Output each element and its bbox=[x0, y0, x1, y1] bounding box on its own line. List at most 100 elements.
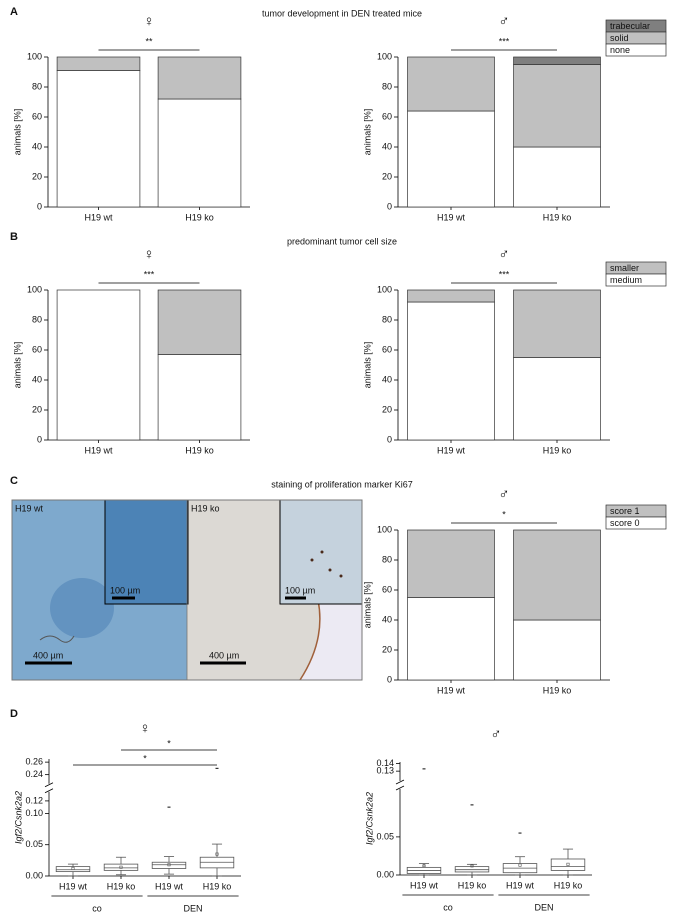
y-tick-label: 20 bbox=[382, 644, 392, 654]
y-tick-label: 100 bbox=[377, 524, 392, 534]
significance: *** bbox=[144, 269, 155, 279]
legend-label: score 0 bbox=[610, 518, 640, 528]
y-tick-label: 0.05 bbox=[25, 839, 43, 849]
bar-segment bbox=[513, 146, 601, 208]
y-tick-label: 0 bbox=[387, 201, 392, 211]
sex-symbol: ♀ bbox=[139, 720, 150, 737]
x-tick-label: H19 wt bbox=[84, 445, 113, 455]
legend-label: score 1 bbox=[610, 506, 640, 516]
mean bbox=[566, 862, 570, 866]
panel-letter: C bbox=[10, 475, 18, 487]
y-tick-label: 60 bbox=[32, 111, 42, 121]
y-tick-label: 0.10 bbox=[25, 808, 43, 818]
y-axis-label: animals [%] bbox=[362, 582, 372, 629]
y-tick-label: 40 bbox=[382, 614, 392, 624]
legend-swatch bbox=[605, 516, 667, 530]
sex-symbol: ♂ bbox=[498, 13, 509, 30]
y-tick-label: 0.13 bbox=[376, 766, 394, 776]
y-tick-label: 80 bbox=[382, 81, 392, 91]
y-tick-label: 80 bbox=[382, 554, 392, 564]
y-tick-label: 60 bbox=[382, 111, 392, 121]
bar-segment bbox=[56, 70, 141, 208]
axis-break bbox=[395, 779, 405, 785]
x-tick-label: H19 ko bbox=[543, 685, 572, 695]
scale-label: 400 µm bbox=[209, 650, 239, 660]
y-tick-label: 20 bbox=[382, 171, 392, 181]
y-tick-label: 100 bbox=[27, 284, 42, 294]
x-tick-label: H19 ko bbox=[554, 880, 583, 890]
y-tick-label: 40 bbox=[32, 141, 42, 151]
micrograph-label: H19 ko bbox=[191, 503, 220, 513]
y-tick-label: 20 bbox=[32, 404, 42, 414]
box bbox=[103, 863, 139, 871]
legend-swatch bbox=[605, 43, 667, 57]
panel-letter: B bbox=[10, 231, 18, 243]
group-label: DEN bbox=[183, 903, 202, 913]
y-tick-label: 80 bbox=[382, 314, 392, 324]
significance: *** bbox=[499, 269, 510, 279]
x-tick-label: H19 ko bbox=[185, 212, 214, 222]
y-tick-label: 60 bbox=[382, 584, 392, 594]
y-axis-label: animals [%] bbox=[362, 109, 372, 156]
bar-segment bbox=[407, 289, 495, 303]
bar-segment bbox=[157, 289, 242, 355]
mean bbox=[119, 865, 123, 869]
y-axis-label: animals [%] bbox=[12, 109, 22, 156]
y-tick-label: 0.05 bbox=[376, 831, 394, 841]
x-tick-label: H19 ko bbox=[107, 881, 136, 891]
mean bbox=[71, 866, 75, 870]
y-tick-label: 0 bbox=[387, 674, 392, 684]
bar-segment bbox=[513, 619, 601, 681]
y-tick-label: 60 bbox=[382, 344, 392, 354]
sex-symbol: ♂ bbox=[498, 486, 509, 503]
bar-segment bbox=[407, 529, 495, 598]
micrograph-label: H19 wt bbox=[15, 503, 44, 513]
bar-segment bbox=[407, 301, 495, 441]
y-tick-label: 40 bbox=[382, 374, 392, 384]
scale-label: 100 µm bbox=[285, 585, 315, 595]
x-tick-label: H19 wt bbox=[506, 880, 535, 890]
box bbox=[550, 858, 586, 871]
box bbox=[55, 866, 91, 873]
axis-break-gap bbox=[45, 783, 53, 792]
bar-segment bbox=[513, 357, 601, 441]
significance: * bbox=[167, 738, 171, 748]
bar-segment bbox=[157, 354, 242, 441]
y-axis-label: Igf2/Csnk2a2 bbox=[13, 791, 23, 844]
y-tick-label: 0.26 bbox=[25, 757, 43, 767]
y-tick-label: 0.00 bbox=[25, 870, 43, 880]
bar-segment bbox=[56, 56, 141, 71]
x-tick-label: H19 ko bbox=[458, 880, 487, 890]
x-tick-label: H19 ko bbox=[543, 212, 572, 222]
ki67-cell bbox=[320, 550, 324, 554]
axis-break-gap bbox=[396, 780, 404, 789]
y-tick-label: 40 bbox=[32, 374, 42, 384]
legend-swatch bbox=[605, 273, 667, 287]
y-axis-label: Igf2/Csnk2a2 bbox=[364, 792, 374, 845]
sex-symbol: ♀ bbox=[143, 246, 154, 263]
y-tick-label: 100 bbox=[377, 284, 392, 294]
y-tick-label: 0 bbox=[37, 201, 42, 211]
y-tick-label: 40 bbox=[382, 141, 392, 151]
bar-segment bbox=[56, 289, 141, 441]
y-tick-label: 100 bbox=[27, 51, 42, 61]
bar-segment bbox=[513, 289, 601, 358]
x-tick-label: H19 wt bbox=[437, 685, 466, 695]
vessel bbox=[39, 635, 75, 643]
box bbox=[151, 861, 187, 869]
y-tick-label: 80 bbox=[32, 81, 42, 91]
y-tick-label: 80 bbox=[32, 314, 42, 324]
bar-segment bbox=[407, 597, 495, 681]
legend-label: medium bbox=[610, 275, 642, 285]
mean bbox=[470, 864, 474, 868]
x-tick-label: H19 ko bbox=[203, 881, 232, 891]
panel-title: predominant tumor cell size bbox=[287, 236, 397, 246]
x-tick-label: H19 wt bbox=[437, 212, 466, 222]
x-tick-label: H19 ko bbox=[185, 445, 214, 455]
y-axis-label: animals [%] bbox=[362, 342, 372, 389]
legend-label: smaller bbox=[610, 263, 639, 273]
tumor-nodule bbox=[50, 578, 114, 638]
y-tick-label: 20 bbox=[32, 171, 42, 181]
y-tick-label: 0.00 bbox=[376, 869, 394, 879]
